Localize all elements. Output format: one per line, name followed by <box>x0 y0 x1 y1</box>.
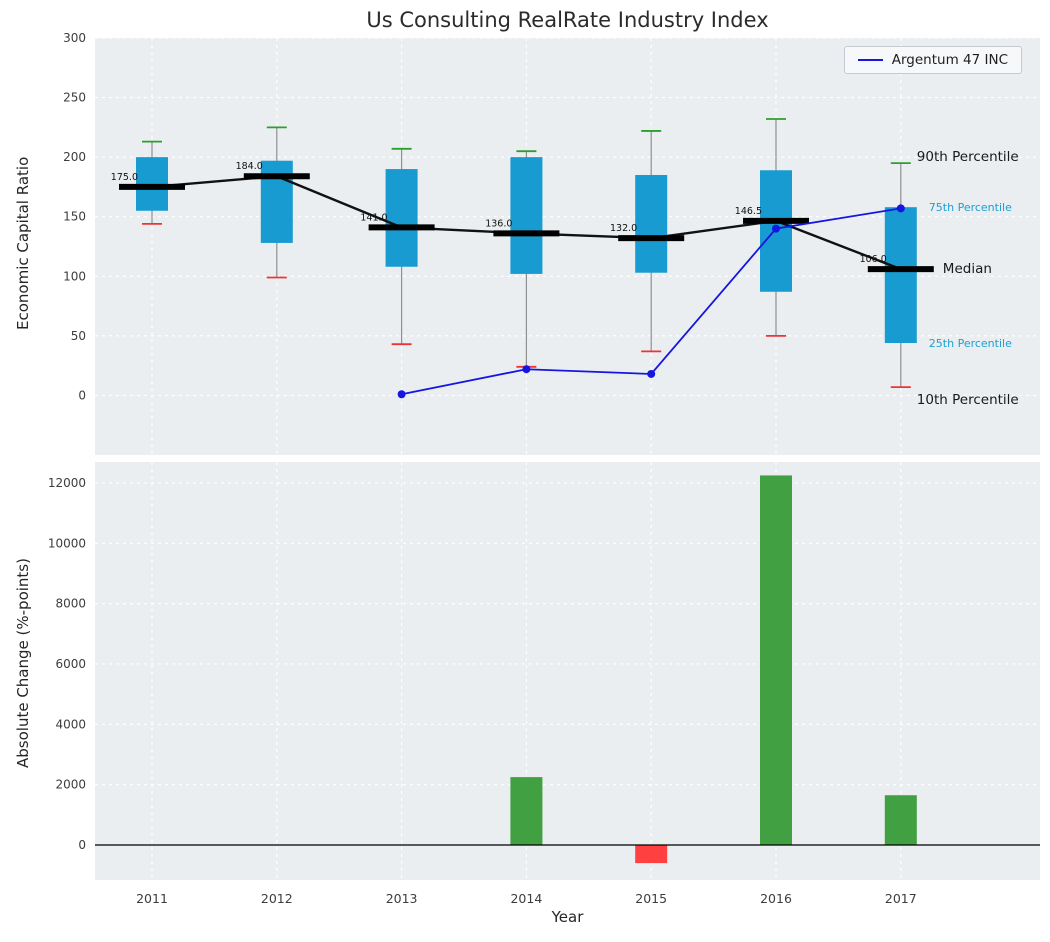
top-ytick-label: 0 <box>78 388 86 402</box>
median-label-2015: 132.0 <box>610 223 637 234</box>
y-axis-label-top: Economic Capital Ratio <box>14 156 32 330</box>
median-label-2012: 184.0 <box>236 161 263 172</box>
median-label-2013: 141.0 <box>360 212 387 223</box>
annotation-10th-percentile: 10th Percentile <box>917 392 1019 408</box>
bottom-ytick-label: 4000 <box>55 717 86 731</box>
bottom-ytick-label: 8000 <box>55 597 86 611</box>
top-ytick-label: 300 <box>63 31 86 45</box>
box-2017 <box>884 207 917 344</box>
xtick-label-2013: 2013 <box>386 891 418 906</box>
top-ytick-label: 100 <box>63 269 86 283</box>
bottom-ytick-label: 0 <box>78 838 86 852</box>
median-label-2016: 146.5 <box>735 206 762 217</box>
series-point-2013 <box>397 390 406 399</box>
median-label-2014: 136.0 <box>485 218 512 229</box>
annotation-90th-percentile: 90th Percentile <box>917 149 1019 165</box>
boxplots <box>136 118 917 388</box>
series-point-2017 <box>896 204 905 213</box>
chart-title: Us Consulting RealRate Industry Index <box>366 8 769 32</box>
annotation-75th-percentile: 75th Percentile <box>929 201 1012 214</box>
box-2012 <box>260 160 293 243</box>
bottom-ytick-label: 10000 <box>48 536 86 550</box>
median-label-2011: 175.0 <box>111 172 138 183</box>
series-point-2016 <box>772 224 780 233</box>
legend: Argentum 47 INC <box>843 46 1022 74</box>
xtick-label-2015: 2015 <box>635 891 667 906</box>
bottom-ytick-label: 2000 <box>55 778 86 792</box>
xtick-label-2011: 2011 <box>136 891 168 906</box>
xtick-label-2012: 2012 <box>261 891 293 906</box>
bottom-ytick-label: 12000 <box>48 476 86 490</box>
bar-2014 <box>510 777 543 846</box>
box-2014 <box>510 157 543 274</box>
series-point-2014 <box>522 365 531 374</box>
box-2013 <box>385 169 418 267</box>
legend-label: Argentum 47 INC <box>891 52 1008 68</box>
y-axis-label-bottom: Absolute Change (%-points) <box>14 558 32 768</box>
bar-2016 <box>760 475 792 846</box>
bar-2015 <box>635 845 668 864</box>
xtick-label-2017: 2017 <box>885 891 917 906</box>
series-point-2015 <box>647 369 656 378</box>
bottom-plot-area <box>95 462 1040 880</box>
bottom-ytick-label: 6000 <box>55 657 86 671</box>
annotation-25th-percentile: 25th Percentile <box>929 337 1012 350</box>
xtick-label-2014: 2014 <box>510 891 542 906</box>
x-axis-label: Year <box>551 908 584 926</box>
legend-line-sample <box>857 59 883 61</box>
top-ytick-label: 150 <box>63 210 86 224</box>
bar-2017 <box>884 795 917 846</box>
top-ytick-label: 50 <box>71 329 86 343</box>
box-2015 <box>635 175 668 273</box>
xtick-label-2016: 2016 <box>760 891 792 906</box>
top-ytick-label: 200 <box>63 150 86 164</box>
top-ytick-label: 250 <box>63 91 86 105</box>
annotation-median: Median <box>943 261 992 277</box>
median-label-2017: 106.0 <box>860 254 887 265</box>
top-plot-area <box>95 38 1040 455</box>
